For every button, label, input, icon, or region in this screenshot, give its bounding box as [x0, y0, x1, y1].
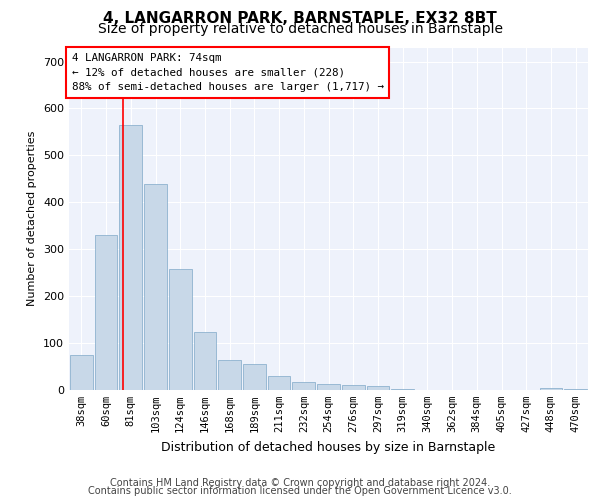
- Bar: [268, 376, 290, 390]
- Bar: [194, 332, 216, 390]
- X-axis label: Distribution of detached houses by size in Barnstaple: Distribution of detached houses by size …: [161, 440, 496, 454]
- Text: Contains HM Land Registry data © Crown copyright and database right 2024.: Contains HM Land Registry data © Crown c…: [110, 478, 490, 488]
- Bar: [317, 384, 340, 390]
- Y-axis label: Number of detached properties: Number of detached properties: [28, 131, 37, 306]
- Bar: [292, 382, 315, 390]
- Bar: [119, 125, 142, 390]
- Bar: [391, 389, 414, 390]
- Bar: [144, 184, 167, 390]
- Text: 4 LANGARRON PARK: 74sqm
← 12% of detached houses are smaller (228)
88% of semi-d: 4 LANGARRON PARK: 74sqm ← 12% of detache…: [71, 52, 383, 92]
- Bar: [218, 360, 241, 390]
- Bar: [169, 269, 191, 390]
- Bar: [95, 235, 118, 390]
- Bar: [564, 388, 587, 390]
- Bar: [539, 388, 562, 390]
- Bar: [367, 386, 389, 390]
- Text: 4, LANGARRON PARK, BARNSTAPLE, EX32 8BT: 4, LANGARRON PARK, BARNSTAPLE, EX32 8BT: [103, 11, 497, 26]
- Text: Contains public sector information licensed under the Open Government Licence v3: Contains public sector information licen…: [88, 486, 512, 496]
- Bar: [342, 386, 365, 390]
- Bar: [70, 355, 93, 390]
- Bar: [243, 364, 266, 390]
- Text: Size of property relative to detached houses in Barnstaple: Size of property relative to detached ho…: [97, 22, 503, 36]
